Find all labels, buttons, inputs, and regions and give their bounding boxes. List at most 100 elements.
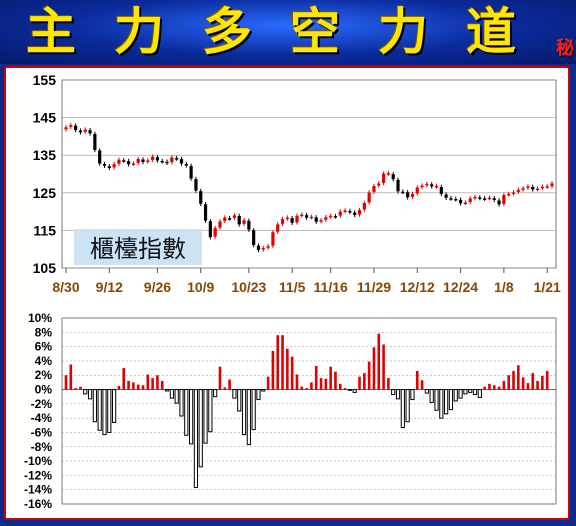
strength-bar xyxy=(127,380,130,390)
candle-body xyxy=(463,202,467,205)
strength-bar xyxy=(472,389,478,396)
strength-bar xyxy=(463,389,468,395)
candle-body xyxy=(189,165,193,179)
candle-body xyxy=(175,158,179,160)
candle-body xyxy=(213,228,217,237)
strength-bar xyxy=(232,389,237,399)
strength-bar xyxy=(112,389,117,423)
strength-bar xyxy=(420,380,424,390)
top-xtick-label: 11/5 xyxy=(279,279,306,295)
candle-body xyxy=(550,183,554,187)
strength-bar xyxy=(444,389,449,415)
strength-bar xyxy=(295,374,299,390)
candle-body xyxy=(88,130,92,134)
candle-body xyxy=(497,200,501,205)
candle-body xyxy=(199,191,203,204)
candle-body xyxy=(107,166,111,168)
candle-body xyxy=(545,186,549,188)
candle-body xyxy=(208,221,212,238)
candle-body xyxy=(434,185,439,188)
candle-body xyxy=(223,217,227,221)
strength-bar xyxy=(151,378,154,390)
candle-body xyxy=(261,248,265,250)
index-label-box xyxy=(74,229,202,265)
candle-body xyxy=(78,130,83,133)
strength-bar xyxy=(391,389,396,396)
candle-body xyxy=(319,220,323,222)
bottom-plot-area xyxy=(61,317,557,505)
top-xtick-label: 10/9 xyxy=(187,279,214,295)
candle-body xyxy=(295,215,299,223)
strength-bar xyxy=(74,388,77,390)
candle-body xyxy=(285,217,289,220)
candle-body xyxy=(458,199,463,204)
candle-body xyxy=(74,125,78,131)
top-ytick-label: 135 xyxy=(33,147,57,163)
strength-bar xyxy=(521,377,525,390)
candle-body xyxy=(203,204,208,221)
candle-body xyxy=(492,198,496,200)
candle-body xyxy=(511,192,516,194)
strength-bar xyxy=(271,350,275,390)
bottom-ytick-label: -2% xyxy=(31,397,53,411)
bottom-ytick-label: -10% xyxy=(24,454,52,468)
top-ytick-label: 105 xyxy=(33,260,57,276)
candle-body xyxy=(425,183,429,186)
strength-bar xyxy=(434,389,439,411)
strength-bar xyxy=(305,388,308,390)
candle-body xyxy=(410,193,415,197)
top-xtick-label: 11/16 xyxy=(314,279,348,295)
candle-body xyxy=(256,245,261,250)
candle-body xyxy=(483,198,487,200)
candle-body xyxy=(521,188,525,190)
strength-bar xyxy=(338,383,342,390)
strength-bar xyxy=(405,389,410,423)
strength-bar xyxy=(241,389,247,436)
candle-body xyxy=(516,189,520,192)
candle-body xyxy=(377,183,381,186)
index-label: 櫃檯指數 xyxy=(90,235,186,263)
candle-body xyxy=(69,125,73,127)
strength-bar xyxy=(132,382,135,390)
candle-body xyxy=(170,157,174,163)
candle-body xyxy=(343,210,347,212)
bottom-ytick-label: -6% xyxy=(31,425,53,439)
bottom-ytick-label: -16% xyxy=(24,497,52,511)
strength-bar xyxy=(300,386,304,390)
strength-bar xyxy=(107,389,112,433)
candle-body xyxy=(247,220,251,230)
strength-bar xyxy=(64,375,68,390)
candle-body xyxy=(381,173,386,183)
candle-body xyxy=(242,220,246,224)
strength-bar xyxy=(324,378,328,390)
candle-body xyxy=(507,193,511,196)
candle-body xyxy=(314,217,318,222)
strength-bar xyxy=(448,389,454,411)
strength-bar xyxy=(492,385,496,390)
strength-bar xyxy=(198,389,203,468)
candle-body xyxy=(165,161,169,164)
candle-body xyxy=(126,161,131,165)
strength-bar xyxy=(468,389,473,393)
candle-body xyxy=(526,186,530,188)
strength-bar xyxy=(213,389,218,398)
bottom-ytick-label: -12% xyxy=(24,468,52,482)
candle-body xyxy=(430,184,434,187)
strength-bar xyxy=(415,370,419,390)
top-xtick-label: 9/12 xyxy=(96,279,123,295)
chart-canvas: 105 115 125 135 145 155 8/30 9/12 9/26 10/9 10/23 1… xyxy=(24,72,561,511)
candle-body xyxy=(122,160,126,162)
strength-bar xyxy=(164,389,170,392)
strength-bar xyxy=(367,361,371,390)
candle-body xyxy=(386,173,390,175)
strength-bar xyxy=(276,335,280,390)
chart-panel: 105 115 125 135 145 155 8/30 9/12 9/26 10/9 10/23 1… xyxy=(4,66,570,520)
candle-body xyxy=(329,215,333,218)
bottom-ytick-label: -14% xyxy=(24,483,52,497)
strength-bar xyxy=(97,389,102,431)
candle-body xyxy=(333,216,338,218)
strength-bar xyxy=(122,368,126,390)
candle-body xyxy=(362,202,366,210)
candle-body xyxy=(93,133,97,150)
bottom-ytick-label: 8% xyxy=(35,325,53,339)
